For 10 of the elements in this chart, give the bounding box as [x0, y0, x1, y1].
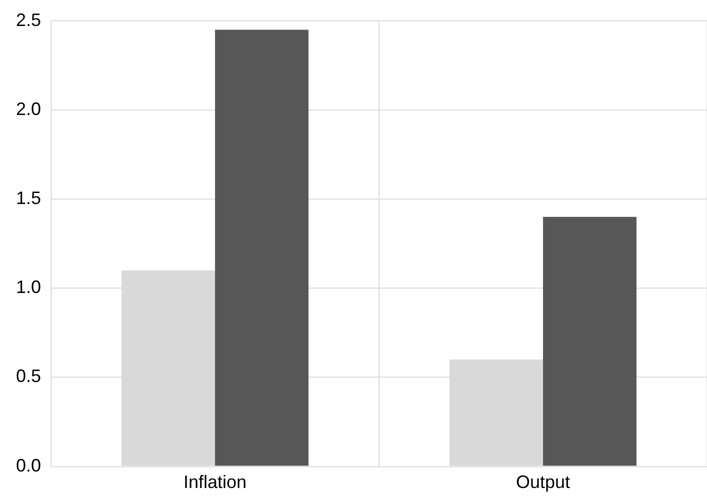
bar	[215, 30, 308, 466]
x-tick-label: Inflation	[183, 472, 247, 492]
y-tick-label: 0.0	[16, 455, 42, 476]
y-tick-label: 1.0	[16, 277, 42, 298]
x-tick-label: Output	[516, 472, 570, 492]
y-tick-label: 1.5	[16, 188, 42, 208]
y-tick-label: 2.0	[16, 98, 42, 119]
bar	[543, 216, 636, 466]
y-tick-label: 0.5	[16, 366, 42, 386]
y-tick-label: 2.5	[16, 10, 42, 30]
